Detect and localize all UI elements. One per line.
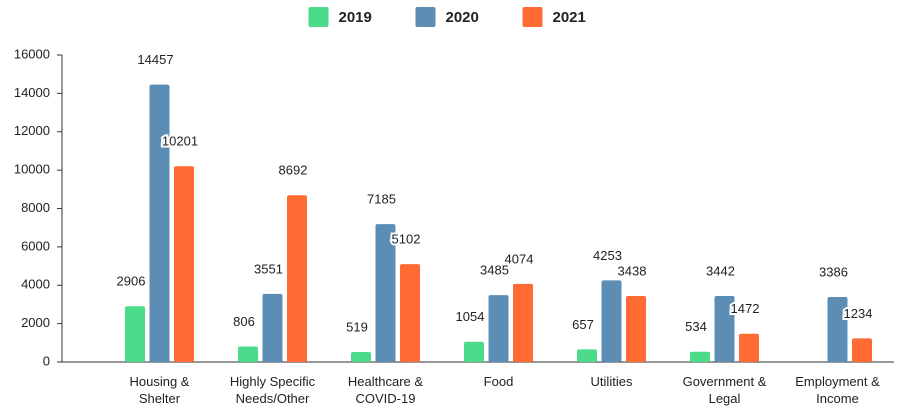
x-tick-label: Food bbox=[483, 374, 514, 389]
bar bbox=[852, 338, 872, 362]
value-label: 1472 bbox=[731, 301, 760, 316]
value-label: 1054 bbox=[456, 309, 485, 324]
bar bbox=[174, 166, 194, 362]
bar bbox=[513, 283, 533, 362]
value-label: 8692 bbox=[279, 163, 308, 178]
y-tick-label: 8000 bbox=[21, 200, 50, 215]
y-tick-label: 12000 bbox=[14, 123, 50, 138]
bar bbox=[375, 224, 396, 362]
y-tick-label: 16000 bbox=[14, 46, 50, 61]
value-label: 5102 bbox=[392, 232, 421, 247]
bar bbox=[125, 306, 145, 362]
value-label: 3485 bbox=[480, 263, 509, 278]
value-label: 534 bbox=[685, 319, 707, 334]
bar bbox=[626, 296, 646, 362]
value-label: 4074 bbox=[505, 251, 534, 266]
y-tick-label: 4000 bbox=[21, 277, 50, 292]
x-tick-label: Housing & Shelter bbox=[129, 374, 190, 406]
x-tick-label: Government & Legal bbox=[682, 374, 767, 406]
bar bbox=[464, 341, 484, 362]
value-label: 1234 bbox=[844, 306, 873, 321]
bar bbox=[149, 84, 170, 362]
bar bbox=[351, 352, 371, 362]
value-label: 14457 bbox=[137, 52, 173, 67]
bar bbox=[488, 295, 509, 362]
legend-label: 2020 bbox=[446, 9, 479, 26]
y-tick-label: 10000 bbox=[14, 162, 50, 177]
value-label: 3442 bbox=[706, 263, 735, 278]
value-label: 2906 bbox=[117, 274, 146, 289]
bar bbox=[400, 264, 420, 362]
x-tick-label: Utilities bbox=[590, 374, 633, 389]
legend-swatch bbox=[522, 7, 543, 27]
bar bbox=[601, 280, 622, 362]
bar bbox=[577, 349, 597, 362]
bar bbox=[714, 295, 735, 362]
value-label: 7185 bbox=[367, 192, 396, 207]
bar bbox=[238, 346, 258, 362]
value-label: 10201 bbox=[162, 134, 198, 149]
y-tick-label: 6000 bbox=[21, 238, 50, 253]
value-label: 806 bbox=[233, 314, 255, 329]
bar bbox=[827, 297, 848, 362]
value-label: 519 bbox=[346, 319, 368, 334]
legend-label: 2019 bbox=[339, 9, 372, 26]
value-label: 3386 bbox=[819, 264, 848, 279]
x-tick-label: Employment & Income bbox=[795, 374, 880, 406]
bar bbox=[739, 333, 759, 362]
y-tick-label: 14000 bbox=[14, 85, 50, 100]
bar bbox=[262, 293, 283, 362]
value-label: 657 bbox=[572, 317, 594, 332]
value-label: 4253 bbox=[593, 248, 622, 263]
value-label: 3438 bbox=[618, 263, 647, 278]
y-tick-label: 0 bbox=[43, 353, 50, 368]
x-tick-label: Healthcare & COVID-19 bbox=[347, 374, 424, 406]
bar bbox=[287, 195, 307, 362]
value-label: 3551 bbox=[254, 261, 283, 276]
legend-swatch bbox=[308, 7, 329, 27]
legend-swatch bbox=[415, 7, 436, 27]
x-tick-label: Highly Specific Needs/Other bbox=[229, 374, 316, 406]
legend-label: 2021 bbox=[553, 9, 586, 26]
bar bbox=[690, 351, 710, 362]
y-tick-label: 2000 bbox=[21, 315, 50, 330]
